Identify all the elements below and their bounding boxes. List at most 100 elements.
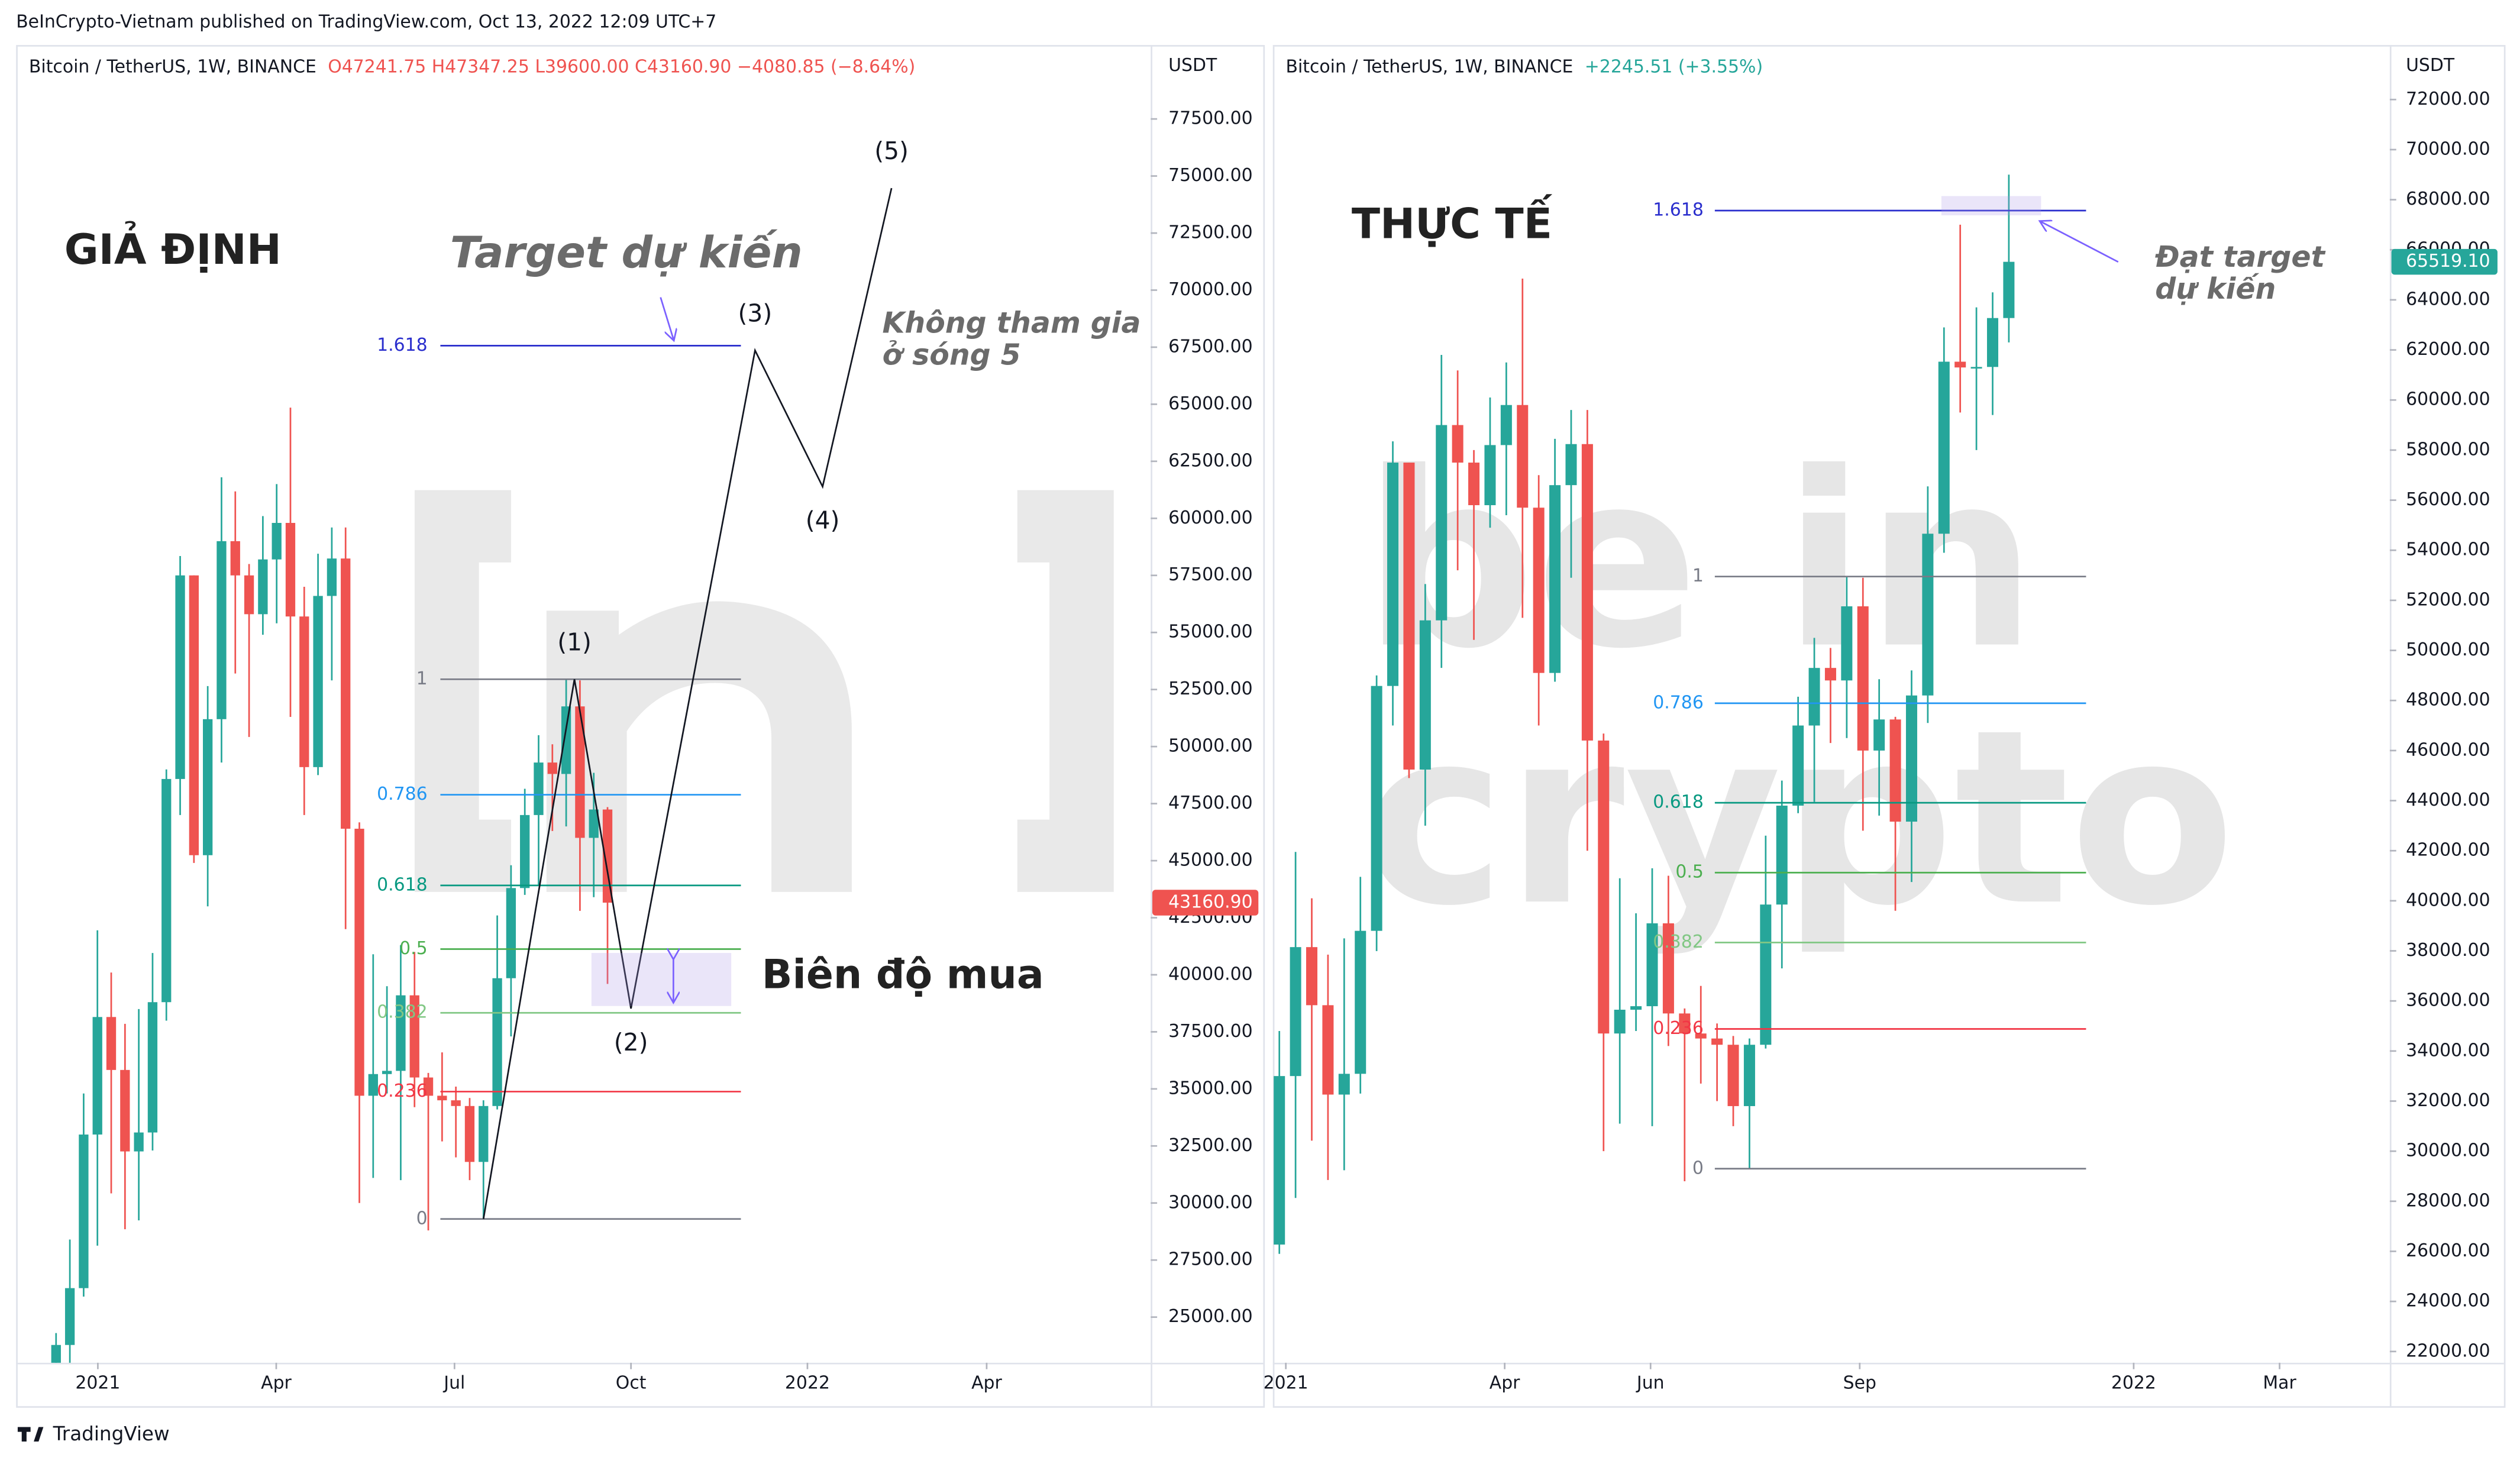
candle-body <box>161 778 172 1003</box>
panel-frames <box>16 45 2506 1408</box>
ohlc-legend: O47241.75 H47347.25 L39600.00 C43160.90 … <box>328 57 915 77</box>
candle-body <box>258 559 268 615</box>
candle-body <box>409 995 419 1078</box>
axis-unit: USDT <box>2406 55 2455 76</box>
annotation-arrow <box>2041 222 2119 263</box>
y-tick-label: 56000.00 <box>2406 489 2490 510</box>
candle-body <box>1986 318 1999 367</box>
candle-body <box>1776 805 1788 905</box>
symbol-header: Bitcoin / TetherUS, 1W, BINANCE <box>1285 57 1573 77</box>
candle-body <box>492 978 502 1106</box>
chart-panel: 25000.00 27500.00 30000.00 32500.00 35000.00… <box>29 55 1259 1394</box>
candle-body <box>1355 930 1366 1074</box>
wave-label: (4) <box>806 506 840 534</box>
candle-body <box>1857 606 1869 751</box>
last-price-label: 65519.10 <box>2406 251 2490 272</box>
candle-body <box>1873 719 1885 751</box>
candle-body <box>51 1345 61 1363</box>
y-tick-label: 52000.00 <box>2406 589 2490 610</box>
candle-body <box>244 575 254 615</box>
candle-body <box>602 809 613 903</box>
y-tick-label: 34000.00 <box>2406 1040 2490 1061</box>
y-tick-label: 36000.00 <box>2406 990 2490 1011</box>
y-tick-label: 25000.00 <box>1168 1306 1253 1327</box>
fib-level-label: 0.236 <box>377 1081 428 1101</box>
fib-level-label: 0.5 <box>1675 862 1704 883</box>
y-tick-label: 52500.00 <box>1168 678 1253 699</box>
candle-body <box>1371 686 1382 931</box>
candle-body <box>1841 606 1853 681</box>
fib-level-label: 0.5 <box>399 938 428 959</box>
candle-body <box>368 1074 378 1096</box>
fib-level-label: 1 <box>1692 565 1704 586</box>
y-tick-label: 47500.00 <box>1168 793 1253 813</box>
last-price-badge <box>1152 890 1259 916</box>
plot-area <box>51 408 613 1363</box>
logo-bracket-left <box>414 490 511 892</box>
y-tick-label: 58000.00 <box>2406 439 2490 460</box>
candle-body <box>534 762 544 815</box>
y-tick-label: 48000.00 <box>2406 690 2490 710</box>
fib-level-label: 0.618 <box>377 874 428 895</box>
wave-label: (1) <box>557 628 592 657</box>
candle-body <box>1679 1013 1691 1034</box>
candle-body <box>1565 444 1577 486</box>
candle-body <box>2003 261 2015 318</box>
candle-body <box>479 1106 489 1162</box>
candle-body <box>1760 904 1772 1045</box>
y-tick-label: 26000.00 <box>2406 1240 2490 1261</box>
candle-body <box>589 809 599 838</box>
chart-panel: 22000.00 24000.00 26000.00 28000.00 30000.00… <box>1264 55 2498 1394</box>
candle-body <box>396 995 406 1071</box>
candle-body <box>1452 425 1463 463</box>
wave-label: (3) <box>738 299 773 328</box>
candle-body <box>1954 361 1966 368</box>
y-tick-label: 32000.00 <box>2406 1090 2490 1111</box>
candle-body <box>1614 1009 1626 1034</box>
y-tick-label: 45000.00 <box>1168 850 1253 871</box>
candle-body <box>1581 444 1593 741</box>
candle-body <box>189 575 199 855</box>
y-tick-label: 30000.00 <box>2406 1140 2490 1161</box>
candle-body <box>1484 445 1496 506</box>
candle-body <box>1338 1074 1350 1095</box>
candle-body <box>437 1095 447 1101</box>
candle-body <box>1436 425 1448 620</box>
x-tick-label: Apr <box>971 1373 1002 1394</box>
fib-level-label: 0.236 <box>1653 1018 1704 1039</box>
axis-unit: USDT <box>1168 55 1217 76</box>
candle-body <box>341 558 351 829</box>
logo-bracket-right <box>1017 490 1114 892</box>
candle-body <box>1306 947 1318 1006</box>
candle-body <box>1905 695 1917 822</box>
y-tick-label: 55000.00 <box>1168 622 1253 642</box>
x-tick-label: Apr <box>261 1373 292 1394</box>
y-tick-label: 65000.00 <box>1168 393 1253 414</box>
candle-body <box>1938 361 1950 534</box>
y-tick-label: 70000.00 <box>2406 138 2490 159</box>
candle-body <box>134 1132 144 1152</box>
wave-label: (5) <box>874 137 909 165</box>
y-tick-label: 28000.00 <box>2406 1190 2490 1211</box>
annotation: Đạt target <box>2154 240 2325 274</box>
candle-body <box>1743 1045 1755 1106</box>
candle-body <box>1646 923 1658 1007</box>
y-tick-label: 46000.00 <box>2406 739 2490 760</box>
candle-body <box>1922 534 1934 696</box>
x-tick-label: Oct <box>616 1373 647 1394</box>
x-tick-label: 2021 <box>75 1373 120 1394</box>
y-tick-label: 35000.00 <box>1168 1078 1253 1098</box>
x-tick-label: 2021 <box>1264 1373 1309 1394</box>
x-tick-label: Mar <box>2263 1373 2296 1394</box>
candle-body <box>1824 668 1836 681</box>
candle-body <box>299 616 309 767</box>
candle-body <box>1322 1005 1334 1095</box>
target-zone <box>1941 196 2041 216</box>
y-tick-label: 40000.00 <box>1168 964 1253 984</box>
candle-body <box>561 706 571 774</box>
y-tick-label: 62500.00 <box>1168 450 1253 471</box>
footer-brand: TradingView <box>53 1423 170 1445</box>
candle-body <box>327 558 337 596</box>
y-tick-label: 77500.00 <box>1168 108 1253 129</box>
